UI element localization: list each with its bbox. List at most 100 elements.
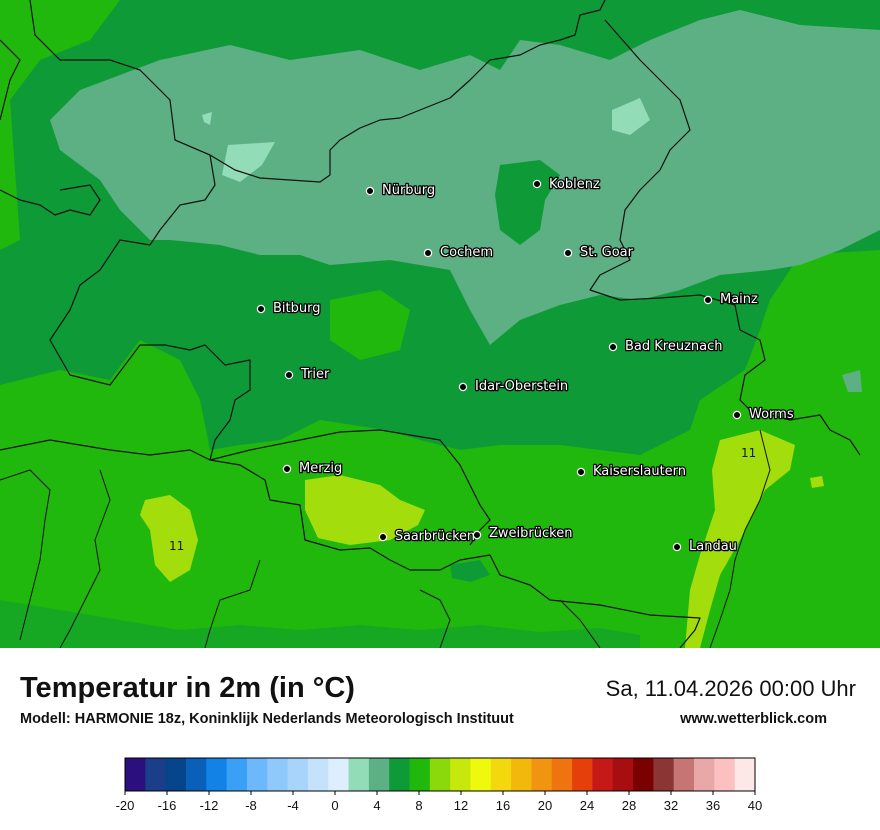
temperature-field-10-12-rhine bbox=[685, 430, 795, 648]
city-cochem: Cochem bbox=[423, 244, 494, 261]
color-swatch bbox=[592, 758, 614, 791]
valid-datetime: Sa, 11.04.2026 00:00 Uhr bbox=[605, 676, 856, 701]
color-swatch bbox=[389, 758, 410, 791]
border-state-bw bbox=[749, 409, 861, 456]
color-swatch bbox=[490, 758, 512, 791]
temperature-map: 11 11 Nürburg Koblenz Cochem St. Goar Bi… bbox=[0, 0, 880, 649]
city-label: Bad Kreuznach bbox=[625, 339, 723, 354]
temperature-field-cold-spot-1 bbox=[222, 142, 275, 182]
city-markers: Nürburg Koblenz Cochem St. Goar Bitburg … bbox=[256, 176, 795, 555]
city-koblenz: Koblenz bbox=[532, 176, 601, 193]
color-swatch bbox=[653, 758, 675, 791]
city-mainz: Mainz bbox=[703, 291, 759, 308]
scale-tick-label: 16 bbox=[496, 798, 510, 813]
color-swatch bbox=[145, 758, 167, 791]
color-swatch bbox=[734, 758, 756, 791]
scale-tick-label: 4 bbox=[373, 798, 380, 813]
temperature-field-10-12-saar bbox=[305, 475, 425, 545]
color-swatch bbox=[328, 758, 349, 791]
border-state-rlp-nrw bbox=[174, 0, 606, 183]
temperature-field-10-12-west bbox=[140, 495, 198, 582]
color-swatch bbox=[572, 758, 593, 791]
color-swatch bbox=[470, 758, 492, 791]
isoline-label-1: 11 bbox=[741, 446, 756, 460]
color-scale-frame bbox=[124, 757, 756, 792]
border-state-hesse bbox=[589, 19, 766, 411]
map-footer: Temperatur in 2m (in °C) Modell: HARMONI… bbox=[0, 648, 880, 830]
border-fr-south-4 bbox=[419, 589, 451, 649]
color-swatch bbox=[287, 758, 309, 791]
temperature-field-10-12-ne bbox=[810, 476, 824, 488]
color-swatch bbox=[246, 758, 268, 791]
city-zweibruecken: Zweibrücken bbox=[472, 525, 574, 542]
color-swatch bbox=[450, 758, 471, 791]
city-saarbruecken: Saarbrücken bbox=[378, 528, 476, 545]
city-worms: Worms bbox=[732, 406, 795, 423]
city-trier: Trier bbox=[284, 366, 331, 383]
color-swatch bbox=[612, 758, 634, 791]
scale-tick-label: -20 bbox=[116, 798, 135, 813]
map-title: Temperatur in 2m (in °C) bbox=[20, 672, 355, 704]
city-label: Koblenz bbox=[549, 177, 600, 192]
scale-tick-label: 0 bbox=[331, 798, 338, 813]
border-fr-south bbox=[59, 469, 111, 649]
border-fr-south-5 bbox=[559, 599, 601, 649]
scale-tick-label: -4 bbox=[287, 798, 299, 813]
color-swatch bbox=[226, 758, 248, 791]
model-subtitle: Modell: HARMONIE 18z, Koninklijk Nederla… bbox=[20, 711, 514, 727]
color-swatch bbox=[673, 758, 695, 791]
color-scale-swatches bbox=[125, 758, 756, 791]
city-label: Nürburg bbox=[382, 183, 435, 198]
city-label: Trier bbox=[300, 367, 330, 382]
scale-tick-label: -16 bbox=[158, 798, 177, 813]
color-swatch bbox=[714, 758, 736, 791]
city-label: Worms bbox=[749, 407, 794, 422]
scale-tick-label: 32 bbox=[664, 798, 678, 813]
city-nurburg: Nürburg bbox=[365, 182, 436, 199]
river-rhine bbox=[709, 429, 771, 649]
border-luxembourg bbox=[49, 239, 251, 461]
temperature-field-south-lake bbox=[450, 560, 490, 582]
border-saar bbox=[209, 429, 491, 546]
temperature-field-cold-spot-3 bbox=[202, 112, 212, 125]
city-merzig: Merzig bbox=[282, 460, 344, 477]
city-st-goar: St. Goar bbox=[563, 244, 635, 261]
color-swatch bbox=[307, 758, 329, 791]
color-swatch bbox=[185, 758, 207, 791]
city-label: Landau bbox=[689, 539, 737, 554]
scale-tick-label: 28 bbox=[622, 798, 636, 813]
city-landau: Landau bbox=[672, 538, 738, 555]
city-label: Zweibrücken bbox=[489, 526, 572, 541]
color-swatch bbox=[429, 758, 451, 791]
color-swatch bbox=[409, 758, 431, 791]
temperature-field-lower-west bbox=[330, 290, 410, 360]
city-label: Merzig bbox=[299, 461, 342, 476]
color-swatch bbox=[125, 758, 146, 791]
website-link[interactable]: www.wetterblick.com bbox=[680, 711, 827, 727]
city-kaiserslautern: Kaiserslautern bbox=[576, 463, 687, 480]
scale-tick-label: 24 bbox=[580, 798, 594, 813]
temperature-field-cold-spot-4 bbox=[842, 370, 862, 392]
temperature-field-4-6-north bbox=[50, 10, 880, 345]
color-swatch bbox=[531, 758, 553, 791]
border-nw bbox=[0, 39, 21, 121]
city-label: Saarbrücken bbox=[395, 529, 475, 544]
temperature-field-south-dark bbox=[0, 600, 640, 648]
scale-tick-label: -8 bbox=[245, 798, 257, 813]
scale-tick-label: 40 bbox=[748, 798, 762, 813]
color-swatch bbox=[165, 758, 187, 791]
border-fr-south-3 bbox=[204, 559, 261, 649]
temperature-field-cold-spot-2 bbox=[612, 98, 650, 135]
country-borders bbox=[0, 0, 861, 649]
city-bitburg: Bitburg bbox=[256, 300, 322, 317]
color-swatch bbox=[206, 758, 228, 791]
city-label: Cochem bbox=[440, 245, 493, 260]
scale-tick-label: 36 bbox=[706, 798, 720, 813]
city-label: Bitburg bbox=[273, 301, 321, 316]
city-label: Idar-Oberstein bbox=[475, 379, 568, 394]
scale-tick-label: 12 bbox=[454, 798, 468, 813]
isoline-label-2: 11 bbox=[169, 539, 184, 553]
city-label: St. Goar bbox=[580, 245, 634, 260]
scale-tick-label: 8 bbox=[415, 798, 422, 813]
city-label: Mainz bbox=[720, 292, 758, 307]
